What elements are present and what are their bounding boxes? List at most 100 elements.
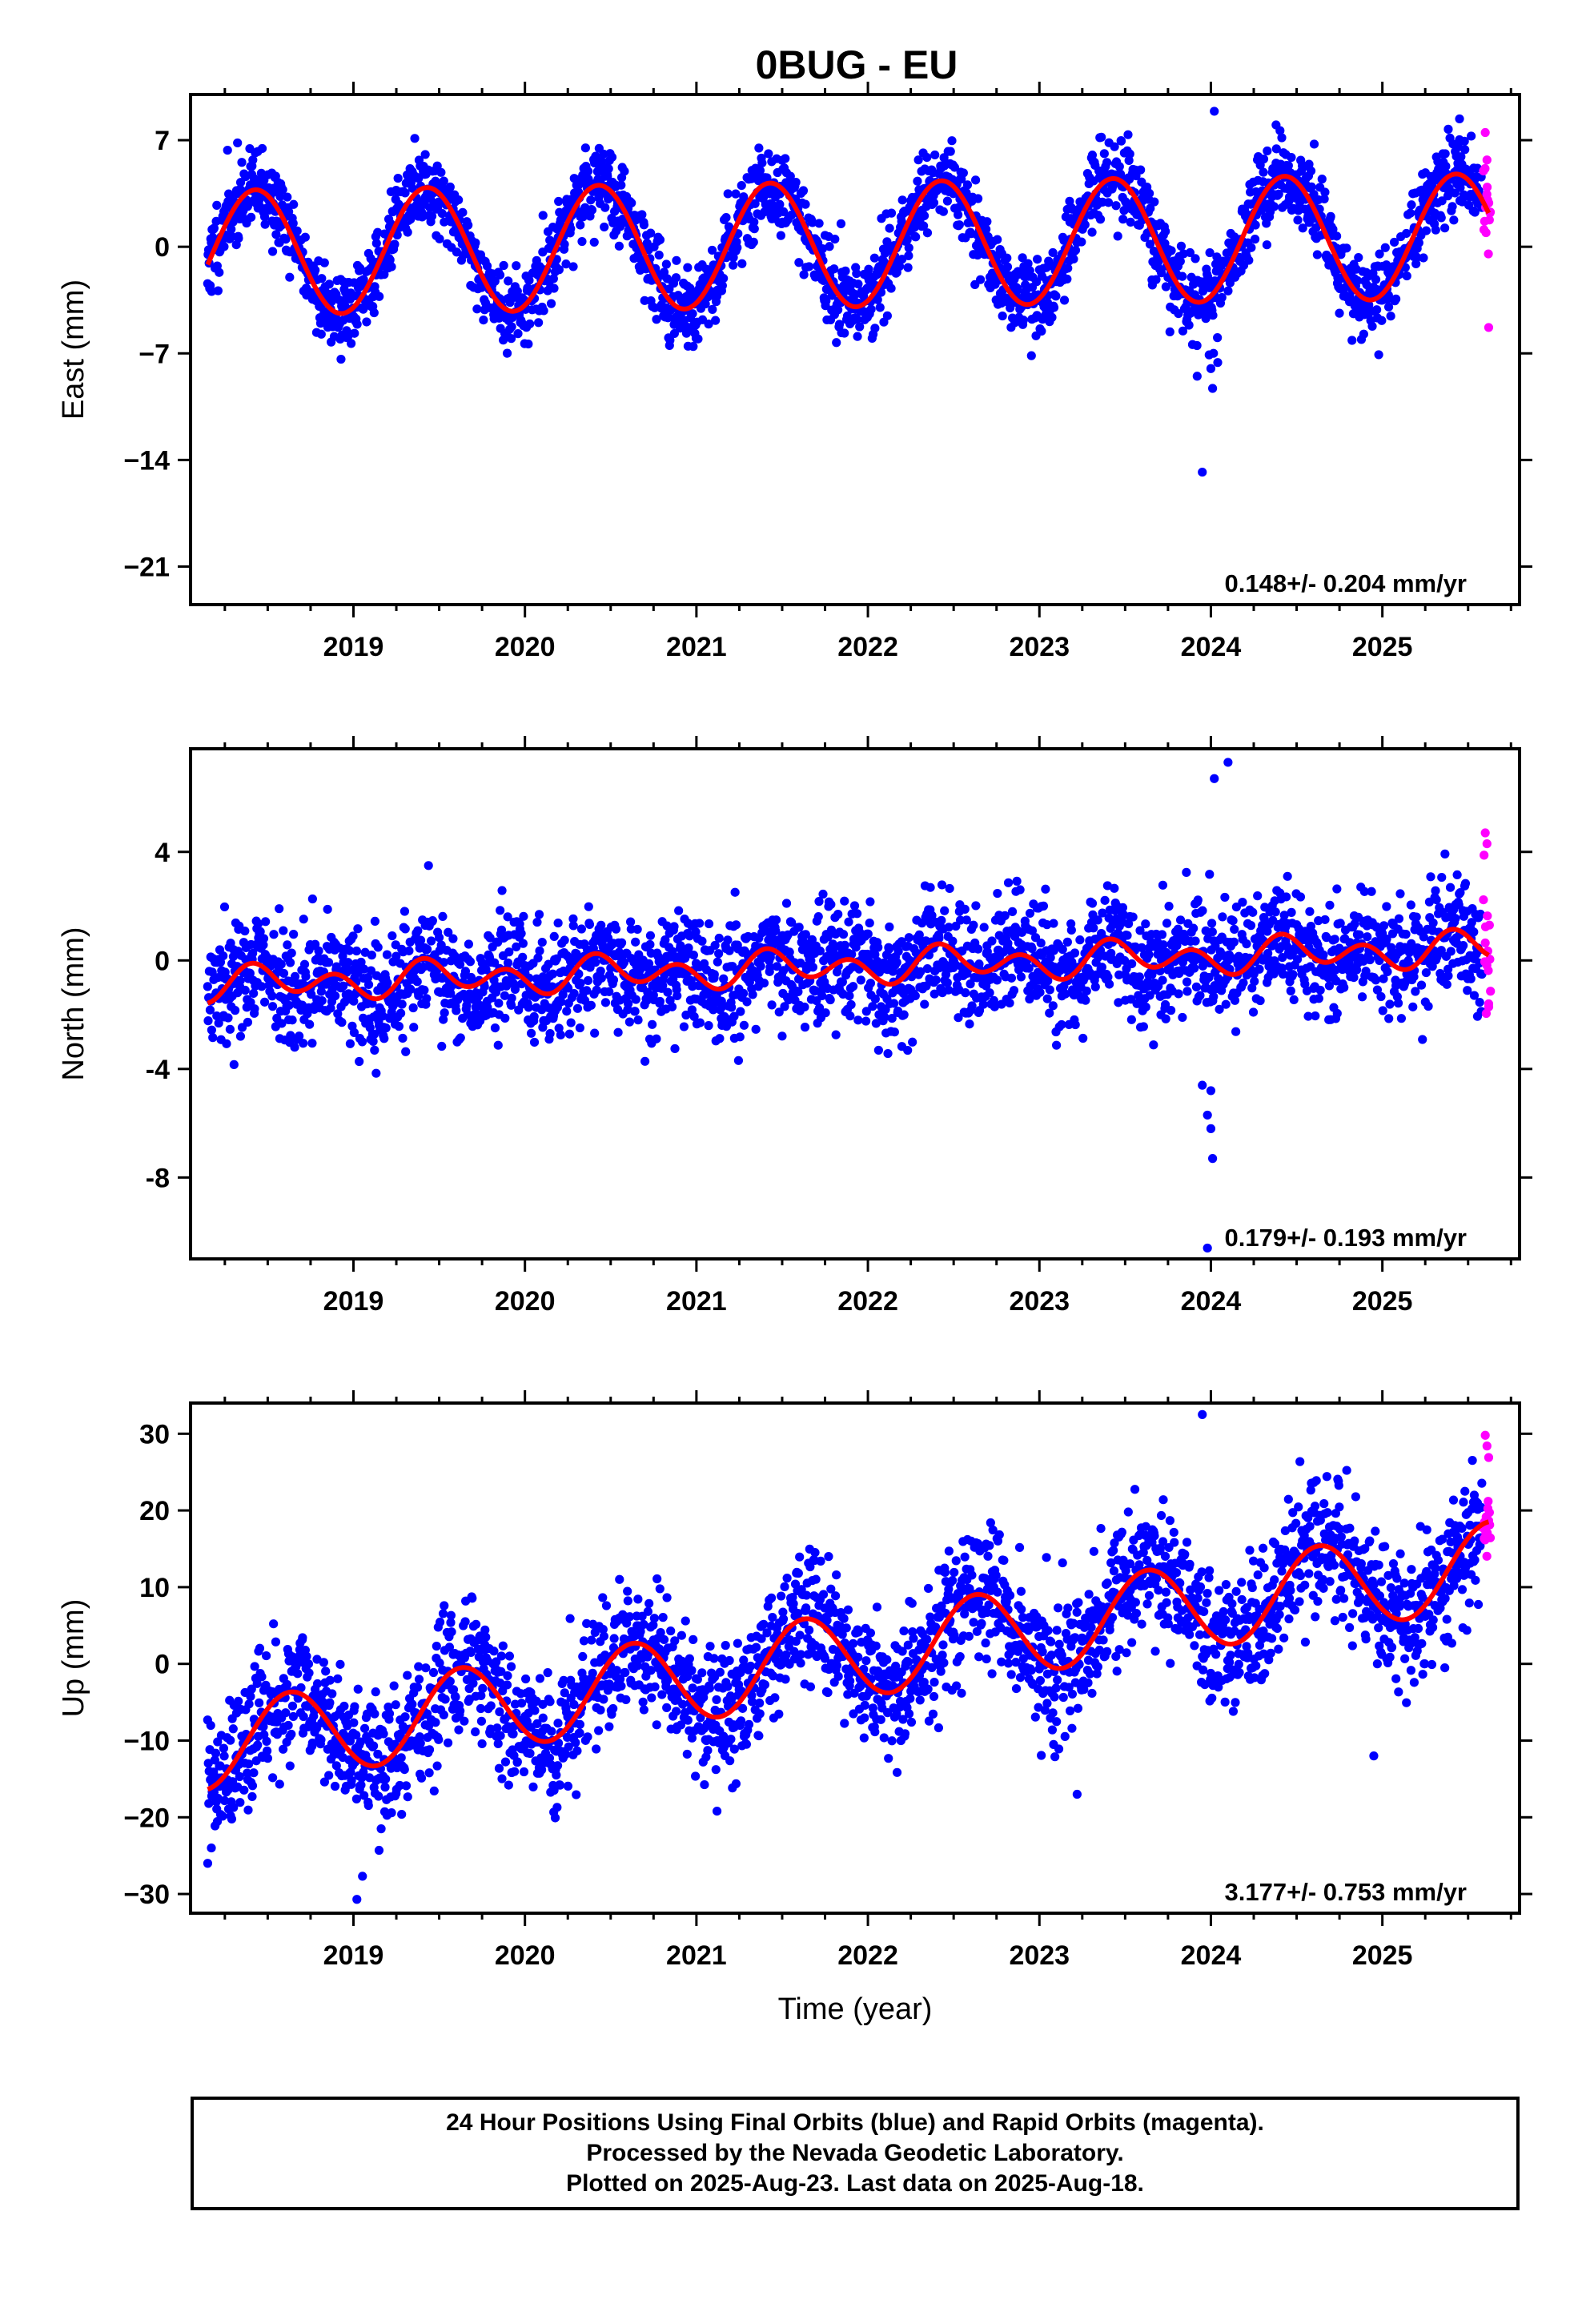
data-point <box>880 1012 889 1022</box>
data-point <box>841 266 850 275</box>
outlier-point <box>1484 323 1494 332</box>
data-point <box>648 1019 657 1029</box>
data-point <box>723 935 733 945</box>
data-point <box>373 227 383 237</box>
data-point <box>504 947 514 957</box>
data-point <box>490 1023 500 1033</box>
data-point <box>1220 892 1230 903</box>
data-point <box>371 239 381 248</box>
data-point <box>250 1004 259 1014</box>
data-point <box>1320 915 1330 924</box>
data-point <box>674 906 684 915</box>
data-point <box>1205 247 1215 258</box>
data-point <box>284 1000 294 1011</box>
data-point <box>920 999 930 1009</box>
data-point <box>1003 939 1013 948</box>
data-point <box>973 194 983 203</box>
data-point <box>640 1056 650 1066</box>
data-point <box>393 173 403 183</box>
data-point <box>987 936 997 946</box>
data-point <box>1371 275 1381 284</box>
data-point <box>289 930 299 939</box>
data-point <box>856 975 865 985</box>
data-point <box>771 926 781 936</box>
data-point <box>379 270 389 279</box>
data-point <box>390 239 400 249</box>
data-point <box>904 243 913 253</box>
data-point <box>234 233 243 243</box>
data-point <box>1223 286 1233 296</box>
data-point <box>1382 934 1391 944</box>
data-point <box>554 196 564 207</box>
data-point <box>275 904 284 914</box>
data-point <box>979 923 989 932</box>
data-point <box>672 255 681 265</box>
data-point <box>434 933 444 943</box>
x-tick-label: 2025 <box>1352 632 1413 662</box>
data-point <box>1347 336 1357 345</box>
data-point <box>969 920 978 930</box>
data-point <box>575 1023 584 1033</box>
data-point <box>1047 312 1057 322</box>
y-axis-label: East (mm) <box>57 279 90 420</box>
data-point <box>1436 213 1446 223</box>
data-point <box>1182 987 1192 996</box>
data-point <box>681 1010 691 1020</box>
data-point <box>558 990 568 999</box>
data-point <box>279 968 289 979</box>
data-point <box>1326 211 1335 221</box>
data-point <box>1331 965 1340 975</box>
data-point <box>852 315 862 324</box>
data-point <box>883 1048 893 1059</box>
data-point <box>355 1056 364 1067</box>
y-tick-label: −14 <box>123 445 170 476</box>
data-point <box>1123 919 1134 929</box>
data-point <box>1361 967 1371 976</box>
data-point <box>343 958 353 967</box>
data-point <box>435 234 444 243</box>
data-point <box>798 186 809 195</box>
data-point <box>916 967 926 976</box>
x-tick-label: 2019 <box>323 632 384 662</box>
data-point <box>373 943 383 952</box>
outlier-point <box>1455 114 1464 124</box>
data-point <box>926 883 935 892</box>
data-point <box>259 212 270 222</box>
data-point <box>400 907 410 916</box>
data-point <box>1288 970 1298 979</box>
data-point <box>897 195 907 205</box>
data-point <box>356 957 366 967</box>
data-point <box>428 916 437 926</box>
data-point <box>549 283 559 293</box>
data-point <box>865 918 874 928</box>
data-point <box>742 997 752 1007</box>
data-point <box>1097 963 1107 972</box>
data-point <box>645 931 656 940</box>
data-point <box>382 950 392 959</box>
data-point <box>1157 930 1167 939</box>
data-point <box>934 934 944 943</box>
data-point <box>1244 255 1254 265</box>
data-point <box>1095 215 1106 224</box>
data-point <box>307 894 317 904</box>
x-tick-label: 2021 <box>666 632 727 662</box>
data-point <box>1093 915 1102 925</box>
data-point <box>295 1031 304 1041</box>
data-point <box>311 265 320 275</box>
data-point <box>1164 902 1174 911</box>
data-point <box>596 156 607 166</box>
data-point <box>1070 245 1081 255</box>
data-point <box>1314 916 1323 926</box>
data-point <box>276 959 286 969</box>
data-point <box>1137 943 1146 952</box>
data-point <box>1386 312 1395 321</box>
data-point <box>739 1020 749 1030</box>
data-point <box>889 999 899 1008</box>
data-point <box>235 1031 246 1041</box>
data-point <box>1059 296 1070 305</box>
data-point <box>1024 963 1034 973</box>
data-point <box>1215 1004 1224 1014</box>
data-point <box>1032 277 1042 287</box>
outlier-point <box>1207 384 1218 393</box>
data-point <box>947 136 957 146</box>
